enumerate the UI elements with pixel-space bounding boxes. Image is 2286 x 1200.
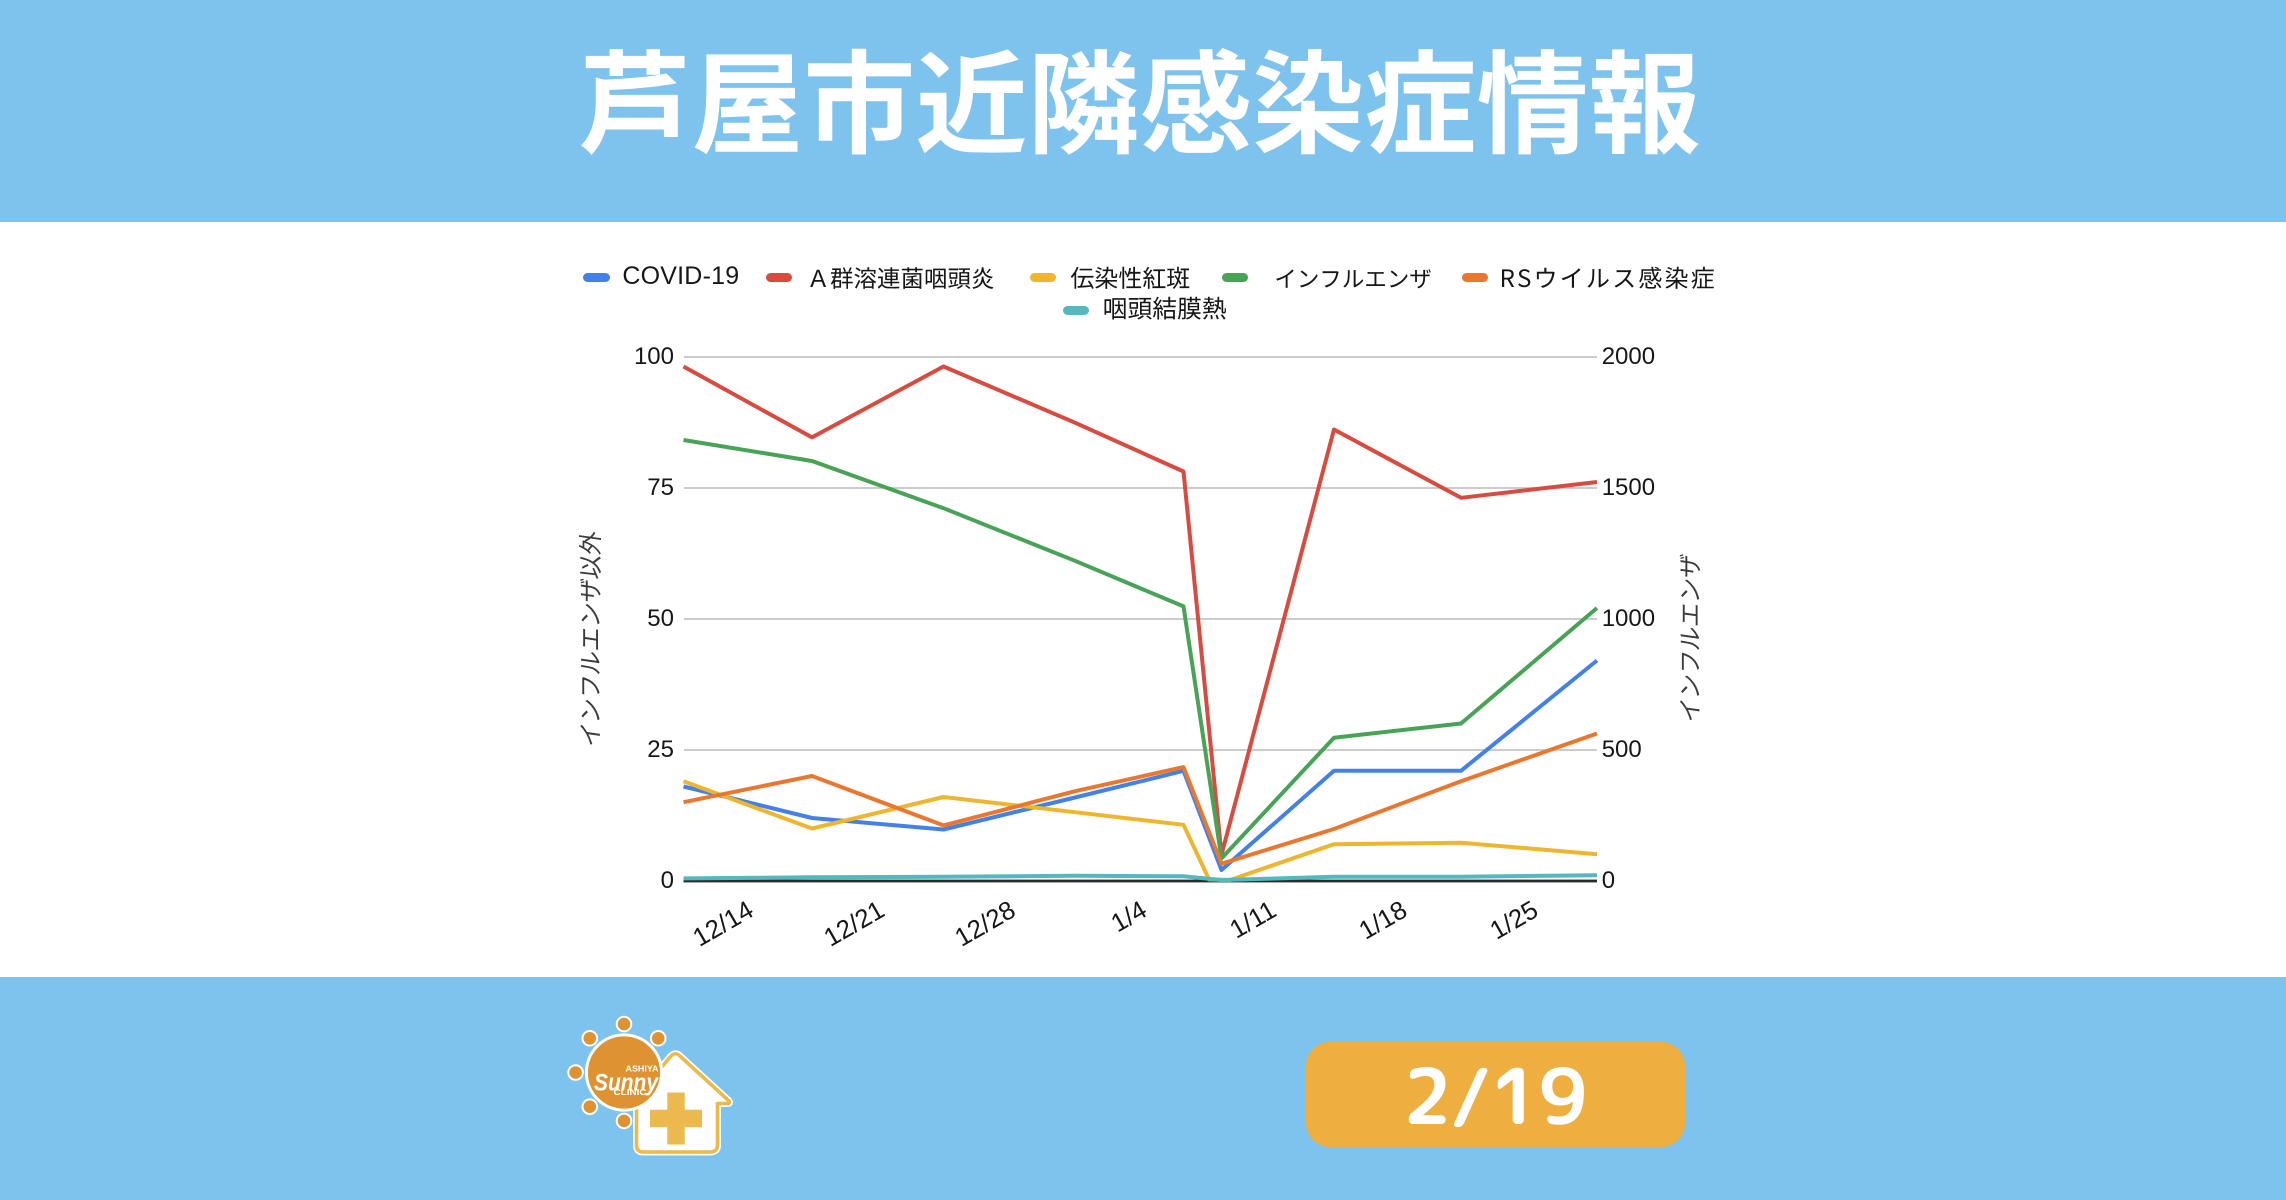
svg-text:ASHIYA: ASHIYA — [626, 1064, 659, 1074]
svg-text:CLINIC: CLINIC — [614, 1087, 647, 1097]
svg-text:Sunny: Sunny — [594, 1070, 659, 1097]
